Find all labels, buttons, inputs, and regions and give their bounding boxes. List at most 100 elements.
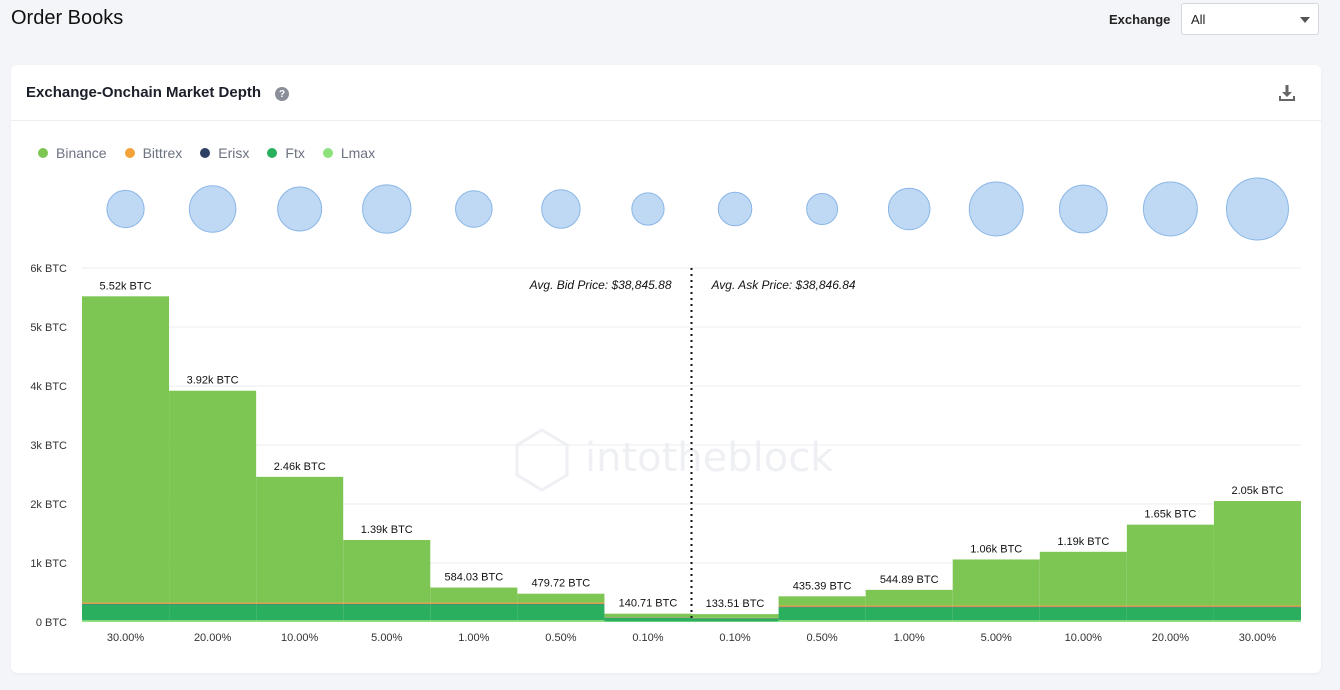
x-tick-label: 30.00% <box>1239 632 1277 644</box>
bar-value-label: 435.39 BTC <box>793 580 852 592</box>
bar-segment-binance <box>517 593 605 603</box>
x-tick-label: 5.00% <box>981 632 1012 644</box>
bar-segment-erisx <box>952 606 1040 608</box>
legend-dot-icon <box>267 148 278 158</box>
bar-segment-erisx <box>82 603 170 605</box>
legend-dot-icon <box>124 148 135 158</box>
legend-label: Binance <box>56 145 107 161</box>
bar-segment-ftx <box>1039 607 1127 621</box>
download-icon[interactable] <box>1277 83 1297 103</box>
avg-ask-price-label: Avg. Ask Price: $38,846.84 <box>711 278 856 292</box>
bar-segment-bittrex <box>169 602 257 604</box>
bar-segment-binance <box>430 587 518 603</box>
watermark-logo-icon <box>515 428 569 492</box>
x-tick-label: 10.00% <box>281 632 319 644</box>
bar-segment-erisx <box>1126 606 1214 608</box>
bar-segment-erisx <box>517 603 605 605</box>
y-tick-label: 6k BTC <box>30 263 67 275</box>
bar-value-label: 1.19k BTC <box>1057 536 1109 548</box>
bar-segment-bittrex <box>778 605 866 607</box>
depth-bubble <box>1142 181 1198 237</box>
bar-segment-binance <box>256 476 344 603</box>
depth-bubble <box>455 190 493 228</box>
legend-label: Bittrex <box>142 145 183 161</box>
depth-bubble <box>968 181 1024 237</box>
bar-segment-ftx <box>82 604 170 621</box>
x-tick-label: 0.50% <box>545 632 576 644</box>
bar-segment-ftx <box>517 604 605 621</box>
y-tick-label: 5k BTC <box>30 322 67 334</box>
x-tick-label: 5.00% <box>371 632 402 644</box>
bar-segment-binance <box>865 589 953 606</box>
bar-segment-lmax <box>1126 620 1214 622</box>
depth-bubble <box>631 192 665 226</box>
bar-segment-binance <box>343 539 431 603</box>
bar-segment-bittrex <box>1126 605 1214 607</box>
bar-segment-ftx <box>952 607 1040 621</box>
bar-segment-lmax <box>691 621 779 622</box>
bar-value-label: 1.39k BTC <box>361 524 413 536</box>
bar-value-label: 2.46k BTC <box>274 461 326 473</box>
bar-segment-lmax <box>82 620 170 622</box>
bar-segment-erisx <box>169 603 257 605</box>
bar-segment-lmax <box>256 620 344 622</box>
bar-segment-lmax <box>169 620 257 622</box>
bar-segment-bittrex <box>517 602 605 604</box>
bar-segment-binance <box>691 614 779 618</box>
chevron-down-icon <box>1300 17 1310 23</box>
bar-segment-lmax <box>778 620 866 622</box>
bar-segment-ftx <box>430 604 518 621</box>
bar-value-label: 584.03 BTC <box>444 572 503 584</box>
bar-value-label: 133.51 BTC <box>706 598 765 610</box>
depth-bubble <box>362 184 412 234</box>
legend-item-ftx[interactable]: Ftx <box>267 145 305 161</box>
x-tick-label: 0.10% <box>719 632 750 644</box>
depth-bubble <box>1225 177 1289 241</box>
depth-bubble <box>188 185 237 233</box>
bar-segment-lmax <box>952 620 1040 622</box>
bar-segment-erisx <box>865 606 953 608</box>
watermark-text: intotheblock <box>585 435 834 481</box>
legend-item-erisx[interactable]: Erisx <box>200 145 249 161</box>
bar-segment-ftx <box>343 604 431 621</box>
y-tick-label: 2k BTC <box>30 499 67 511</box>
bar-segment-erisx <box>256 603 344 605</box>
legend-item-binance[interactable]: Binance <box>38 145 107 161</box>
exchange-select[interactable]: All <box>1181 3 1319 35</box>
legend-item-bittrex[interactable]: Bittrex <box>124 145 183 161</box>
legend-label: Ftx <box>285 145 305 161</box>
bar-segment-binance <box>778 596 866 606</box>
exchange-select-value: All <box>1191 12 1206 27</box>
question-circle-icon[interactable]: ? <box>275 87 289 101</box>
bar-segment-binance <box>1126 524 1214 606</box>
legend-dot-icon <box>38 148 48 158</box>
depth-bubble <box>277 186 323 232</box>
legend-label: Erisx <box>218 145 250 161</box>
depth-bubble <box>806 193 839 225</box>
bar-segment-erisx <box>343 603 431 605</box>
x-tick-label: 1.00% <box>894 632 925 644</box>
bar-segment-bittrex <box>1039 605 1127 607</box>
legend-item-lmax[interactable]: Lmax <box>322 145 375 161</box>
bar-segment-binance <box>169 390 257 603</box>
depth-bubble <box>541 189 581 229</box>
card-header: Exchange-Onchain Market Depth ? <box>11 65 1321 121</box>
bar-segment-erisx <box>1039 606 1127 608</box>
x-tick-label: 0.10% <box>632 632 663 644</box>
bar-segment-ftx <box>1126 607 1214 621</box>
bar-segment-bittrex <box>952 605 1040 607</box>
bar-segment-ftx <box>604 617 692 622</box>
depth-bubble <box>1058 184 1108 234</box>
bar-segment-bittrex <box>82 602 170 604</box>
bar-value-label: 1.06k BTC <box>970 543 1022 555</box>
bar-segment-bittrex <box>1213 605 1301 607</box>
bar-segment-binance <box>82 296 170 603</box>
x-tick-label: 30.00% <box>107 632 145 644</box>
depth-bubble <box>887 187 931 231</box>
card-title: Exchange-Onchain Market Depth <box>26 84 262 101</box>
bar-value-label: 5.52k BTC <box>100 280 152 292</box>
page-title: Order Books <box>11 7 124 29</box>
bar-value-label: 2.05k BTC <box>1231 485 1283 497</box>
chart-legend: Binance Bittrex Erisx Ftx Lmax <box>38 145 393 161</box>
bar-segment-lmax <box>430 620 518 622</box>
